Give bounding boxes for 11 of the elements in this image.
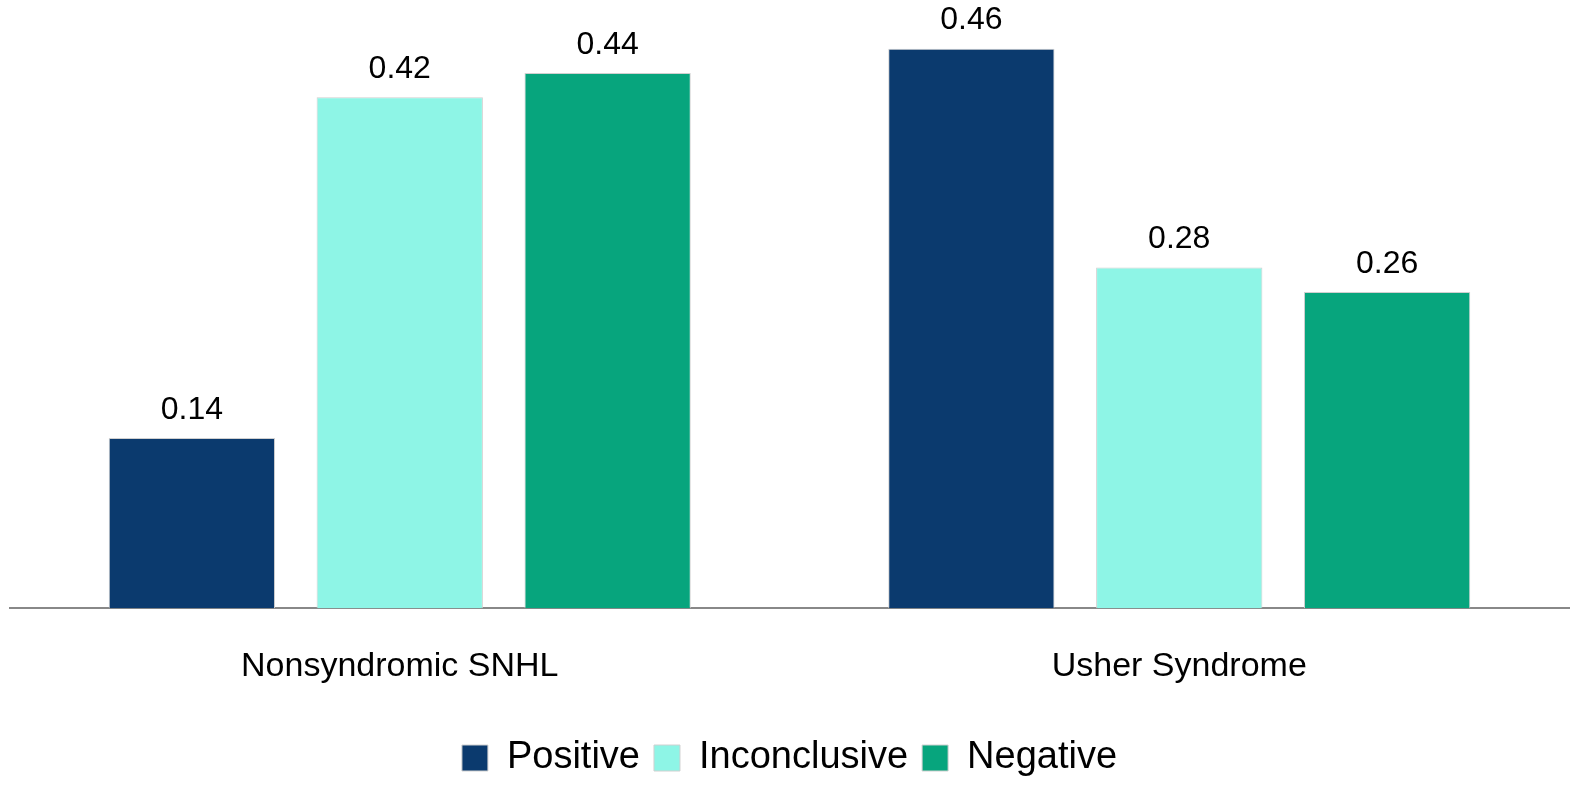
legend-label: Positive bbox=[506, 734, 640, 777]
x-tick-label: Nonsyndromic SNHL bbox=[241, 644, 559, 683]
legend-label: Negative bbox=[967, 734, 1118, 777]
data-label: 0.46 bbox=[940, 0, 1003, 37]
data-label: 0.28 bbox=[1148, 219, 1211, 256]
data-label: 0.26 bbox=[1355, 243, 1419, 280]
x-tick-label: Usher Syndrome bbox=[1051, 644, 1307, 683]
data-label: 0.44 bbox=[576, 24, 639, 61]
data-label: 0.14 bbox=[160, 389, 224, 426]
legend-label: Inconclusive bbox=[698, 734, 909, 777]
data-label: 0.42 bbox=[368, 49, 431, 86]
